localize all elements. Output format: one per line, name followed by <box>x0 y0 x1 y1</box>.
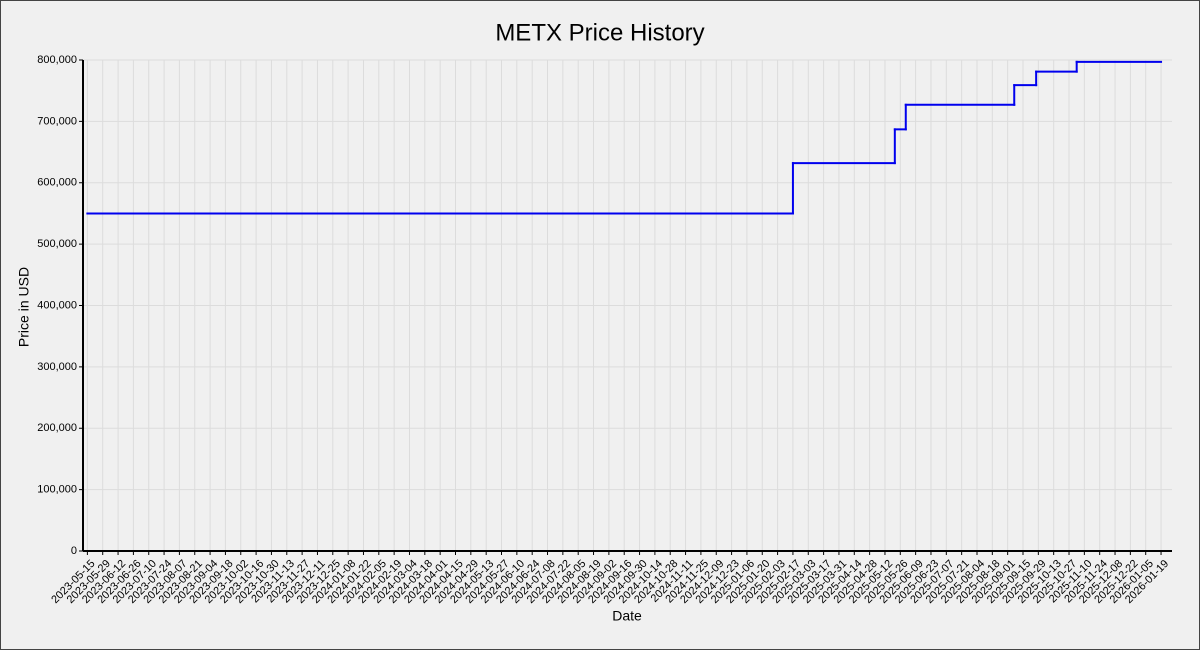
y-tick-label: 500,000 <box>37 238 77 250</box>
y-tick-label: 700,000 <box>37 115 77 127</box>
y-tick-label: 200,000 <box>37 422 77 434</box>
y-tick-label: 300,000 <box>37 361 77 373</box>
y-tick-label: 600,000 <box>37 177 77 189</box>
y-tick-label: 100,000 <box>37 484 77 496</box>
y-tick-label: 800,000 <box>37 54 77 66</box>
y-tick-label: 0 <box>71 545 77 557</box>
y-axis-label: Price in USD <box>16 267 32 347</box>
chart-title: METX Price History <box>495 19 704 46</box>
x-axis-label: Date <box>612 608 642 624</box>
y-tick-label: 400,000 <box>37 299 77 311</box>
